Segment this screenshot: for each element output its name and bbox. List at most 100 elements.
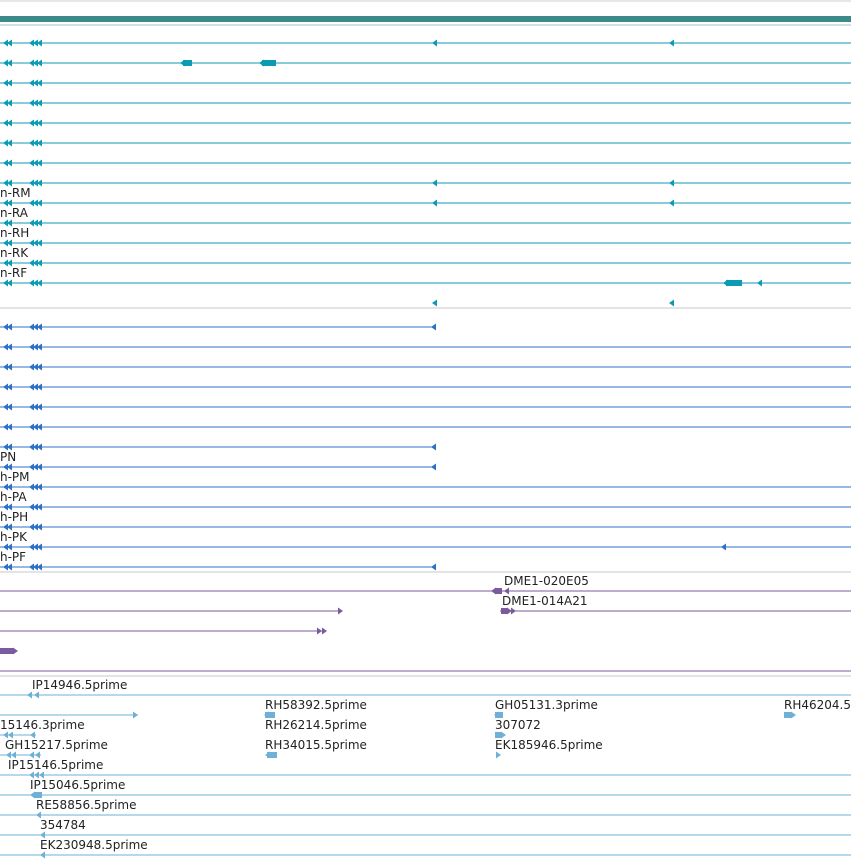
est-label: IP14946.5prime (32, 678, 127, 692)
strand-arrow-right (511, 607, 516, 615)
strand-arrow-left (7, 179, 12, 187)
strand-arrow-left (33, 363, 38, 371)
strand-arrow-left (29, 463, 34, 471)
strand-arrow-left (7, 503, 12, 511)
strand-arrow-left (29, 259, 34, 267)
strand-arrow-left (7, 139, 12, 147)
strand-arrow-left (33, 199, 38, 207)
strand-arrow-left (37, 179, 42, 187)
strand-arrow-left (3, 343, 8, 351)
strand-arrow-left (3, 443, 8, 451)
strand-arrow-left (37, 463, 42, 471)
strand-arrow-left (29, 343, 34, 351)
strand-arrow-left (34, 691, 39, 699)
strand-arrow-left (7, 39, 12, 47)
strand-arrow-left (7, 343, 12, 351)
est-alignments-track: IP14946.5prime RH58392.5prime GH05131.3p… (0, 678, 851, 859)
strand-arrow-left (8, 731, 13, 739)
strand-arrow-left (3, 363, 8, 371)
strand-arrow-left (7, 239, 12, 247)
strand-arrow-left (3, 423, 8, 431)
strand-arrow-left (33, 323, 38, 331)
strand-arrow-left (33, 139, 38, 147)
strand-arrow-right (317, 627, 322, 635)
strand-arrow-left (3, 39, 8, 47)
strand-arrow-left (37, 259, 42, 267)
exon-block (183, 60, 192, 66)
strand-arrow-left (7, 403, 12, 411)
transcript-label: n-RH (0, 226, 29, 240)
strand-arrow-left (11, 751, 16, 759)
strand-arrow-left (33, 79, 38, 87)
strand-arrow-left (29, 39, 34, 47)
transcript-label: n-RA (0, 206, 29, 220)
strand-arrow-left (33, 39, 38, 47)
strand-arrow-left (34, 771, 39, 779)
strand-arrow-left (29, 363, 34, 371)
strand-arrow-left (3, 731, 8, 739)
est-label: RH46204.5 (784, 698, 851, 712)
strand-arrow-left (37, 503, 42, 511)
strand-arrow-left (29, 771, 34, 779)
strand-arrow-left (7, 443, 12, 451)
strand-arrow-left (37, 563, 42, 571)
est-label: RE58856.5prime (36, 798, 137, 812)
strand-arrow-left (7, 383, 12, 391)
strand-arrow-left (431, 463, 436, 471)
exon-block (262, 60, 276, 66)
strand-arrow-left (259, 59, 264, 67)
strand-arrow-left (29, 503, 34, 511)
est-label: EK230948.5prime (40, 838, 148, 852)
strand-arrow-left (33, 543, 38, 551)
strand-arrow-left (33, 403, 38, 411)
strand-arrow-left (29, 139, 34, 147)
strand-arrow-left (33, 343, 38, 351)
strand-arrow-left (3, 179, 8, 187)
strand-arrow-left (265, 751, 270, 759)
strand-arrow-left (432, 299, 437, 307)
strand-arrow-left (39, 771, 44, 779)
strand-arrow-left (3, 99, 8, 107)
strand-arrow-left (3, 403, 8, 411)
strand-arrow-left (29, 239, 34, 247)
strand-arrow-left (33, 503, 38, 511)
strand-arrow-left (33, 383, 38, 391)
strand-arrow-left (29, 79, 34, 87)
strand-arrow-left (7, 423, 12, 431)
est-label: 307072 (495, 718, 541, 732)
strand-arrow-left (37, 79, 42, 87)
strand-arrow-left (37, 443, 42, 451)
transcript-label: h-PK (0, 530, 28, 544)
strand-arrow-left (33, 483, 38, 491)
strand-arrow-left (29, 323, 34, 331)
strand-arrow-left (3, 59, 8, 67)
strand-arrow-left (7, 363, 12, 371)
clone-label: DME1-020E05 (504, 574, 589, 588)
strand-arrow-left (29, 159, 34, 167)
ruler-bar (0, 0, 851, 26)
strand-arrow-left (7, 463, 12, 471)
strand-arrow-left (37, 543, 42, 551)
strand-arrow-left (3, 383, 8, 391)
strand-arrow-left (37, 279, 42, 287)
strand-arrow-left (37, 363, 42, 371)
transcript-label: h-PA (0, 490, 27, 504)
strand-arrow-left (29, 423, 34, 431)
strand-arrow-left (721, 543, 726, 551)
strand-arrow-left (3, 199, 8, 207)
strand-arrow-left (37, 39, 42, 47)
strand-arrow-left (3, 543, 8, 551)
strand-arrow-left (33, 523, 38, 531)
strand-arrow-left (33, 119, 38, 127)
strand-arrow-left (7, 99, 12, 107)
strand-arrow-left (29, 119, 34, 127)
strand-arrow-left (3, 79, 8, 87)
est-label: GH05131.3prime (495, 698, 598, 712)
strand-arrow-left (29, 383, 34, 391)
strand-arrow-left (7, 523, 12, 531)
strand-arrow-left (33, 423, 38, 431)
strand-arrow-left (6, 751, 11, 759)
strand-arrow-left (7, 59, 12, 67)
strand-arrow-left (37, 159, 42, 167)
est-label: EK185946.5prime (495, 738, 603, 752)
